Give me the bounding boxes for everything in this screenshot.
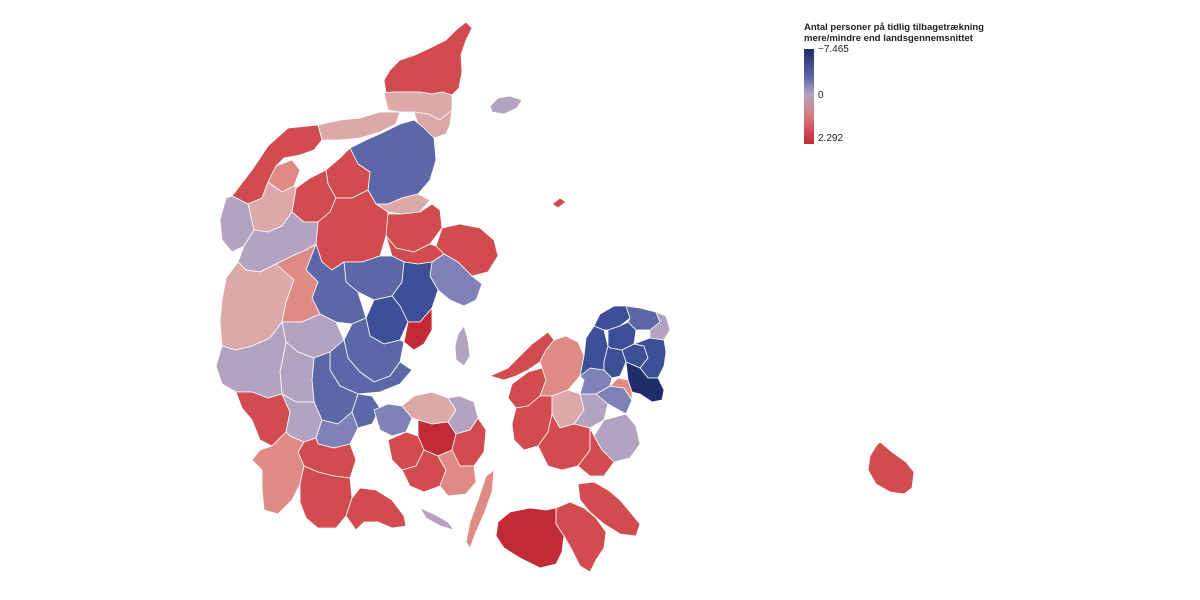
legend-title: Antal personer på tidlig tilbagetrækning…: [804, 22, 1024, 44]
region-samsoe: [454, 325, 471, 367]
legend-title-line2: mere/mindre end landsgennemsnittet: [804, 33, 973, 44]
legend-body: −7.465 0 2.292: [804, 45, 1024, 149]
region-laesoe: [489, 95, 523, 115]
region-faxe: [577, 427, 615, 477]
region-vordingborg: [577, 481, 641, 537]
legend-label-max: −7.465: [818, 44, 849, 55]
region-svendborg: [437, 449, 477, 497]
region-jammerbugt: [317, 111, 401, 141]
region-odder: [403, 307, 433, 351]
legend-label-mid: 0: [818, 90, 824, 101]
legend-title-line1: Antal personer på tidlig tilbagetrækning: [804, 22, 984, 33]
region-anholt: [551, 197, 567, 209]
region-bornholm: [867, 441, 915, 495]
region-tonder: [251, 431, 305, 515]
legend-color-scale: [804, 49, 814, 144]
region-middelfart: [373, 403, 413, 437]
region-soenderborg: [345, 487, 407, 531]
region-frederikshavn: [383, 21, 473, 96]
region-varde: [215, 321, 287, 399]
legend: Antal personer på tidlig tilbagetrækning…: [804, 22, 1024, 149]
legend-label-min: 2.292: [818, 133, 844, 144]
region-aeroe: [419, 507, 455, 531]
region-rebild: [375, 193, 431, 215]
region-lolland: [495, 507, 565, 569]
region-copenhagen: [625, 361, 665, 403]
region-egedal: [603, 345, 627, 379]
region-herning: [275, 243, 321, 323]
region-aabenraa: [299, 465, 353, 529]
region-langeland: [465, 469, 495, 549]
